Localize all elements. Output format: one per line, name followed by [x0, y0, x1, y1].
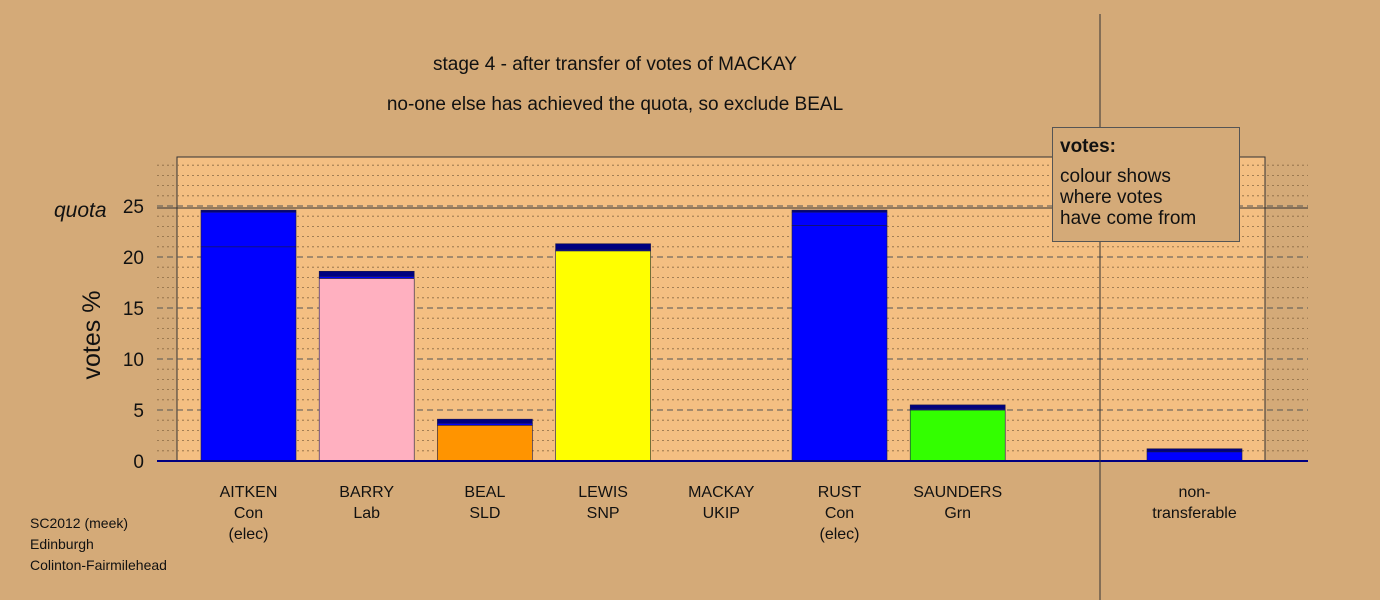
y-tick-label: 10 [123, 350, 144, 371]
bar-segment [791, 211, 888, 226]
candidate-label: non- transferable [1152, 484, 1237, 522]
bar-segment [318, 276, 415, 279]
legend-line: have come from [1060, 208, 1197, 229]
candidate-label: SAUNDERS Grn [913, 484, 1003, 522]
bar-segment [1146, 451, 1243, 462]
bar-segment [437, 422, 533, 426]
y-axis-label: votes % [78, 291, 106, 380]
y-tick-label: 15 [123, 299, 144, 320]
bar-segment [909, 409, 1006, 462]
credit-line: Colinton-Fairmilehead [30, 557, 167, 573]
bars [200, 209, 1243, 462]
quota-label: quota [54, 199, 107, 222]
bar-segment [791, 225, 888, 462]
candidate-label: BARRY Lab [339, 484, 395, 522]
credit-line: SC2012 (meek) [30, 515, 129, 531]
candidate-label: MACKAY UKIP [688, 484, 755, 522]
y-tick-label: 20 [123, 248, 144, 269]
credit-line: Edinburgh [30, 536, 94, 552]
candidate-label: BEAL SLD [464, 484, 506, 522]
bar-segment [909, 404, 1006, 410]
candidate-label: RUST Con (elec) [817, 484, 862, 543]
y-axis-ticks: 0 5 10 15 20 25 [123, 197, 144, 473]
bar-segment [318, 270, 415, 277]
legend-line: where votes [1060, 187, 1163, 208]
candidate-label: LEWIS SNP [578, 484, 628, 522]
bar-segment [200, 209, 297, 213]
bar-segment [200, 211, 297, 248]
bar-segment [791, 209, 888, 213]
bar-segment [555, 243, 651, 251]
bar-segment [1146, 448, 1243, 453]
y-tick-label: 5 [133, 401, 144, 422]
bar-segment [200, 246, 297, 462]
bar-segment [437, 424, 533, 462]
bar-segment [555, 250, 651, 462]
bar-segment [437, 418, 533, 424]
y-tick-label: 0 [133, 452, 144, 473]
y-tick-label: 25 [123, 197, 144, 218]
legend: votes: colour shows where votes have com… [1052, 127, 1240, 242]
candidate-label: AITKEN Con (elec) [219, 484, 278, 543]
bar-segment [318, 278, 415, 462]
legend-heading: votes: [1060, 136, 1116, 157]
chart-title: stage 4 - after transfer of votes of MAC… [433, 54, 797, 75]
legend-line: colour shows [1060, 166, 1171, 187]
chart-subtitle: no-one else has achieved the quota, so e… [386, 94, 844, 115]
